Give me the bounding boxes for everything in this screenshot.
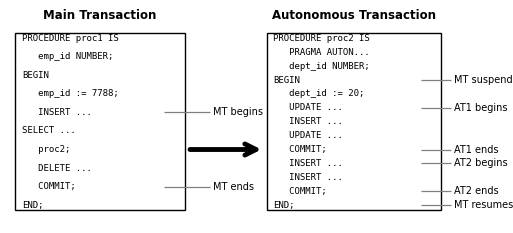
Text: INSERT ...: INSERT ...: [22, 108, 92, 117]
Text: COMMIT;: COMMIT;: [22, 182, 76, 191]
Text: proc2;: proc2;: [22, 145, 70, 154]
Text: MT suspends: MT suspends: [454, 75, 513, 85]
Text: PRAGMA AUTON...: PRAGMA AUTON...: [273, 48, 370, 57]
Text: DELETE ...: DELETE ...: [22, 164, 92, 172]
Text: PROCEDURE proc1 IS: PROCEDURE proc1 IS: [22, 34, 119, 43]
Text: MT begins: MT begins: [213, 107, 263, 117]
Text: INSERT ...: INSERT ...: [273, 159, 343, 168]
Text: dept_id := 20;: dept_id := 20;: [273, 89, 365, 99]
Text: UPDATE ...: UPDATE ...: [273, 103, 343, 112]
Text: UPDATE ...: UPDATE ...: [273, 131, 343, 140]
Text: AT2 ends: AT2 ends: [454, 186, 499, 196]
Text: emp_id NUMBER;: emp_id NUMBER;: [22, 52, 113, 62]
Text: MT ends: MT ends: [213, 182, 254, 192]
Text: INSERT ...: INSERT ...: [273, 117, 343, 126]
Text: emp_id := 7788;: emp_id := 7788;: [22, 89, 119, 99]
Text: AT2 begins: AT2 begins: [454, 158, 508, 168]
Text: Main Transaction: Main Transaction: [43, 9, 157, 22]
Text: AT1 begins: AT1 begins: [454, 103, 507, 113]
Text: END;: END;: [22, 201, 44, 209]
Text: SELECT ...: SELECT ...: [22, 127, 76, 136]
Bar: [267, 33, 441, 210]
Text: END;: END;: [273, 201, 295, 209]
Text: Autonomous Transaction: Autonomous Transaction: [272, 9, 436, 22]
Text: BEGIN: BEGIN: [273, 75, 300, 85]
Text: COMMIT;: COMMIT;: [273, 145, 327, 154]
Text: COMMIT;: COMMIT;: [273, 187, 327, 196]
Text: dept_id NUMBER;: dept_id NUMBER;: [273, 62, 370, 71]
Text: PROCEDURE proc2 IS: PROCEDURE proc2 IS: [273, 34, 370, 43]
Text: INSERT ...: INSERT ...: [273, 173, 343, 182]
Text: AT1 ends: AT1 ends: [454, 144, 499, 154]
Bar: [15, 33, 185, 210]
Text: BEGIN: BEGIN: [22, 71, 49, 80]
Text: MT resumes: MT resumes: [454, 200, 513, 210]
